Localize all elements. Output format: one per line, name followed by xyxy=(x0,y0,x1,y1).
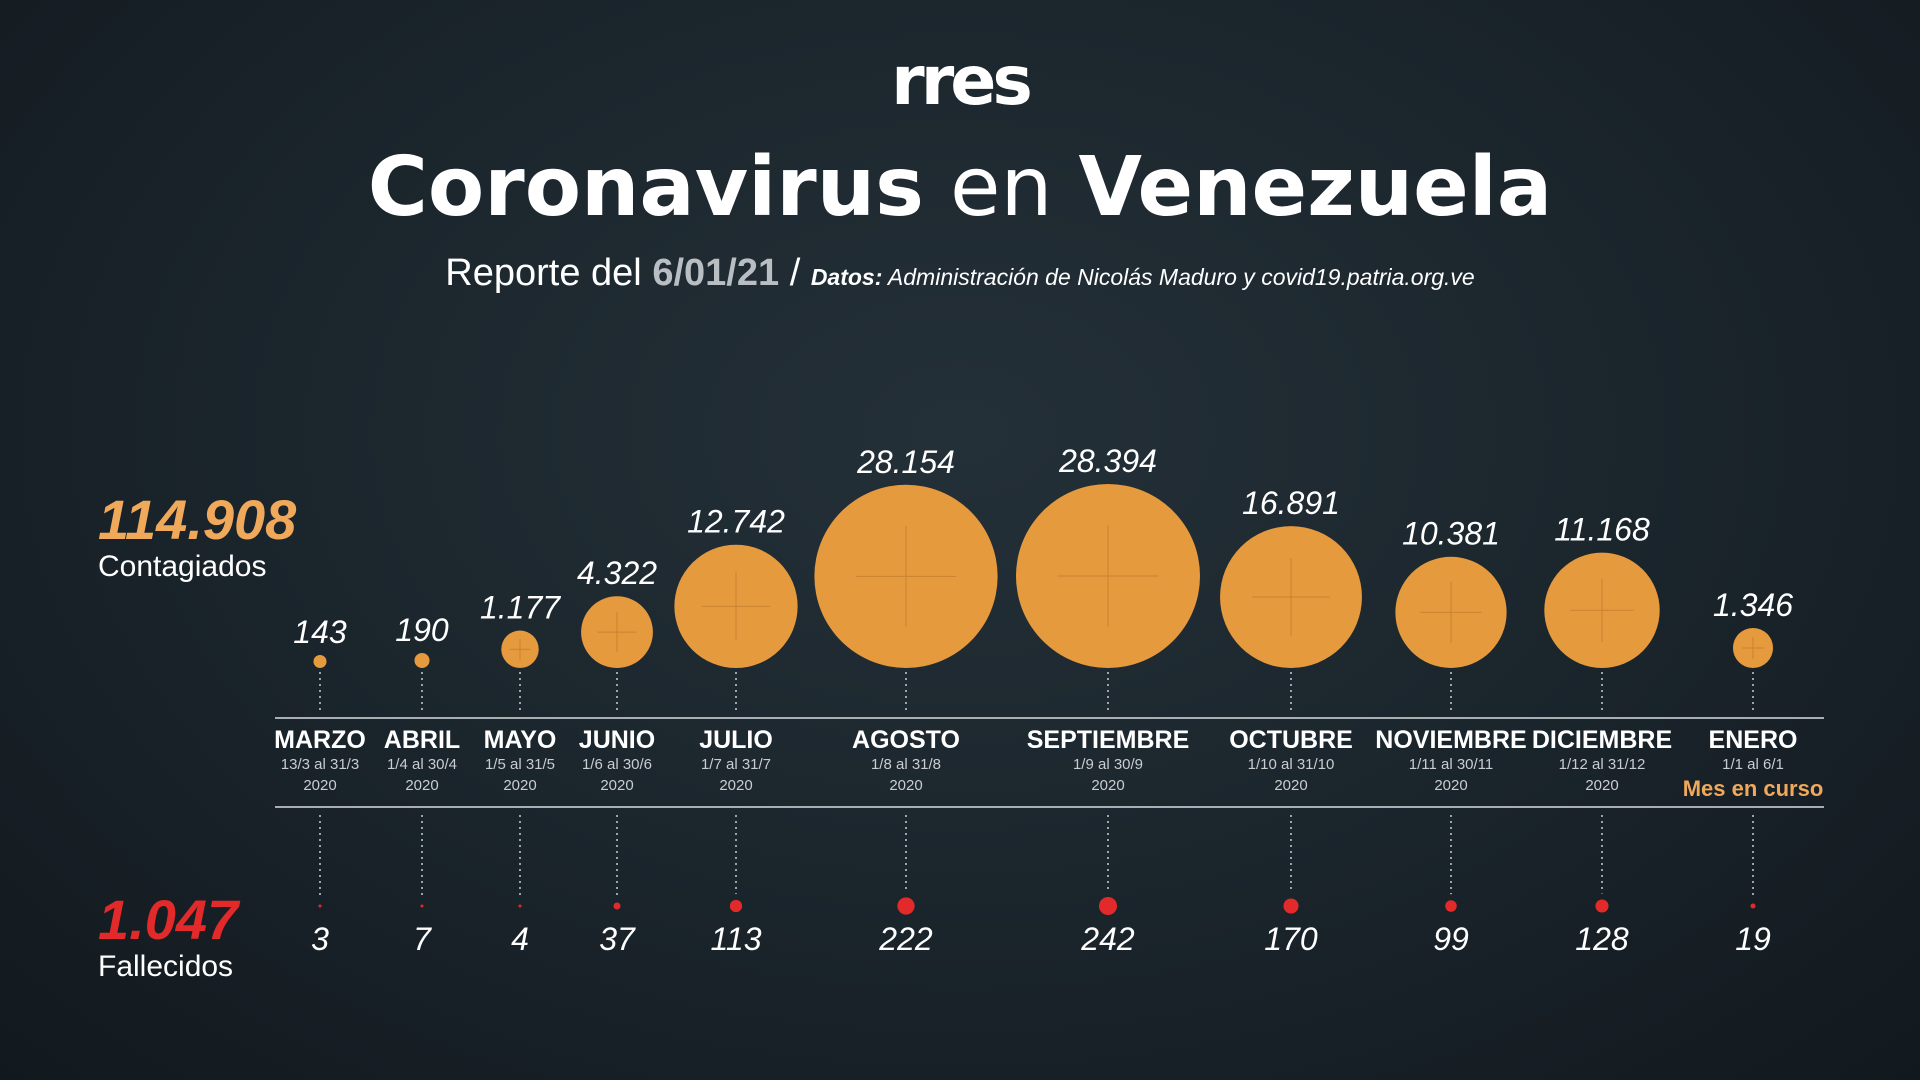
report-prefix: Reporte del xyxy=(445,252,642,294)
case-value-label: 4.322 xyxy=(577,555,657,591)
month-name: OCTUBRE xyxy=(1229,726,1353,754)
case-value-label: 143 xyxy=(293,614,347,650)
title-part-3: Venezuela xyxy=(1078,140,1553,235)
cases-total-label: Contagiados xyxy=(98,550,267,583)
case-value-label: 11.168 xyxy=(1554,512,1650,548)
case-bubble xyxy=(313,654,327,668)
subtitle: Reporte del 6/01/21 / Datos: Administrac… xyxy=(0,252,1920,295)
subtitle-separator: / xyxy=(789,252,801,294)
month-year: 2020 xyxy=(1091,777,1124,794)
case-value-label: 16.891 xyxy=(1242,485,1340,521)
title-part-1: Coronavirus xyxy=(367,140,924,235)
month-range: 1/10 al 31/10 xyxy=(1248,756,1335,773)
death-value-label: 170 xyxy=(1264,921,1318,957)
death-value-label: 7 xyxy=(413,921,432,957)
month-name: JUNIO xyxy=(579,726,655,754)
month-name: ENERO xyxy=(1709,726,1798,754)
title-part-2: en xyxy=(950,140,1053,235)
month-name: JULIO xyxy=(699,726,773,754)
month-year: 2020 xyxy=(600,777,633,794)
month-name: NOVIEMBRE xyxy=(1375,726,1526,754)
month-year: 2020 xyxy=(1274,777,1307,794)
death-dot xyxy=(1283,898,1299,914)
death-dot xyxy=(1595,899,1609,913)
month-year: 2020 xyxy=(503,777,536,794)
case-bubble xyxy=(414,652,430,669)
case-value-label: 190 xyxy=(395,612,449,648)
month-range: 1/5 al 31/5 xyxy=(485,756,555,773)
month-year: 2020 xyxy=(1585,777,1618,794)
month-year: 2020 xyxy=(405,777,438,794)
case-value-label: 1.346 xyxy=(1713,587,1793,623)
month-year: 2020 xyxy=(889,777,922,794)
source-note: Datos: Administración de Nicolás Maduro … xyxy=(811,264,1475,290)
deaths-total-label: Fallecidos xyxy=(98,950,234,983)
month-range: 1/11 al 30/11 xyxy=(1409,756,1494,773)
death-value-label: 128 xyxy=(1575,921,1629,957)
death-value-label: 113 xyxy=(710,921,761,957)
death-value-label: 222 xyxy=(878,921,933,957)
month-range: 1/4 al 30/4 xyxy=(387,756,457,773)
source-label: Datos: xyxy=(810,264,883,290)
month-range: 1/12 al 31/12 xyxy=(1559,756,1646,773)
month-name: MARZO xyxy=(274,726,366,754)
month-range: 13/3 al 31/3 xyxy=(281,756,359,773)
death-value-label: 4 xyxy=(511,921,529,957)
month-range: 1/9 al 30/9 xyxy=(1073,756,1143,773)
death-dot xyxy=(613,902,621,910)
month-range: 1/8 al 31/8 xyxy=(871,756,941,773)
month-range: 1/7 al 31/7 xyxy=(701,756,771,773)
death-value-label: 3 xyxy=(311,921,329,957)
report-date: 6/01/21 xyxy=(652,252,780,294)
death-dot xyxy=(1099,897,1117,915)
death-value-label: 242 xyxy=(1080,921,1135,957)
month-range: 1/6 al 30/6 xyxy=(582,756,652,773)
month-name: DICIEMBRE xyxy=(1532,726,1672,754)
case-value-label: 12.742 xyxy=(687,504,785,540)
source-text: Administración de Nicolás Maduro y covid… xyxy=(887,264,1475,290)
death-dot xyxy=(729,899,743,913)
month-year: 2020 xyxy=(303,777,336,794)
deaths-total: 1.047 Fallecidos xyxy=(98,890,238,984)
death-value-label: 99 xyxy=(1433,921,1469,957)
death-dot xyxy=(1750,903,1756,909)
death-dot xyxy=(897,897,915,915)
cases-total: 114.908 Contagiados xyxy=(98,490,296,584)
case-value-label: 28.394 xyxy=(1058,443,1157,479)
death-dot xyxy=(420,904,424,908)
month-name: MAYO xyxy=(484,726,557,754)
page-title: Coronavirus en Venezuela xyxy=(0,138,1920,238)
case-value-label: 10.381 xyxy=(1402,516,1500,552)
month-name: ABRIL xyxy=(384,726,460,754)
case-value-label: 1.177 xyxy=(480,590,561,626)
month-name: AGOSTO xyxy=(852,726,960,754)
death-value-label: 37 xyxy=(599,921,636,957)
death-dot xyxy=(1445,900,1457,912)
month-year: 2020 xyxy=(719,777,752,794)
death-value-label: 19 xyxy=(1735,921,1771,957)
cases-total-value: 114.908 xyxy=(98,488,297,551)
case-value-label: 28.154 xyxy=(856,444,955,480)
month-range: 1/1 al 6/1 xyxy=(1722,756,1784,773)
deaths-total-value: 1.047 xyxy=(98,888,239,951)
death-dot xyxy=(518,904,522,908)
brand-logo: rres xyxy=(891,42,1033,121)
month-year: 2020 xyxy=(1434,777,1467,794)
month-name: SEPTIEMBRE xyxy=(1027,726,1190,754)
death-dot xyxy=(318,904,322,908)
month-note: Mes en curso xyxy=(1683,776,1824,801)
